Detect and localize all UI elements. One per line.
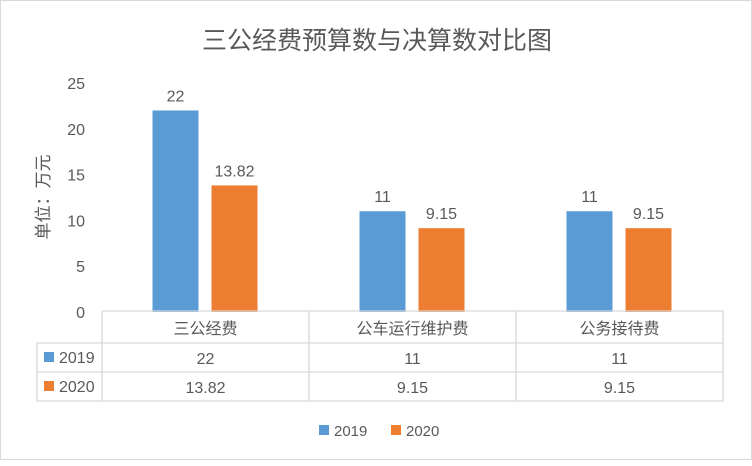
bar-2019: [566, 211, 613, 312]
category-label: 三公经费: [173, 320, 237, 338]
table-legend-key: [44, 352, 54, 362]
bar-2020: [211, 185, 258, 312]
y-axis-label: 单位：万元: [34, 155, 53, 240]
chart-title: 三公经费预算数与决算数对比图: [202, 27, 552, 55]
data-label: 9.15: [633, 206, 664, 223]
y-tick-label: 25: [67, 76, 85, 93]
legend-label: 2020: [406, 423, 439, 440]
y-tick-label: 10: [67, 213, 85, 230]
data-label: 13.82: [214, 163, 254, 180]
category-label: 公务接待费: [579, 320, 659, 338]
table-cell: 11: [611, 351, 628, 368]
table-series-label: 2020: [59, 379, 95, 396]
table-cell: 11: [404, 351, 421, 368]
bar-2019: [359, 211, 406, 312]
table-cell: 9.15: [397, 380, 428, 397]
y-tick-label: 5: [76, 259, 85, 276]
table-cell: 22: [197, 351, 215, 368]
legend-key-2019: [319, 425, 329, 435]
legend-label: 2019: [334, 423, 367, 440]
table-legend-key: [44, 381, 54, 391]
table-cell: 13.82: [185, 380, 225, 397]
y-tick-label: 20: [67, 122, 85, 139]
category-label: 公车运行维护费: [356, 320, 468, 338]
bar-2020: [418, 228, 465, 312]
data-label: 22: [167, 88, 185, 105]
table-series-label: 2019: [59, 350, 95, 367]
y-tick-label: 0: [76, 305, 85, 322]
data-label: 11: [374, 189, 391, 206]
y-tick-label: 15: [67, 168, 85, 185]
bar-2019: [152, 110, 199, 312]
data-label: 9.15: [426, 206, 457, 223]
bar-2020: [625, 228, 672, 312]
table-cell: 9.15: [604, 380, 635, 397]
data-label: 11: [581, 189, 598, 206]
legend-key-2020: [391, 425, 401, 435]
